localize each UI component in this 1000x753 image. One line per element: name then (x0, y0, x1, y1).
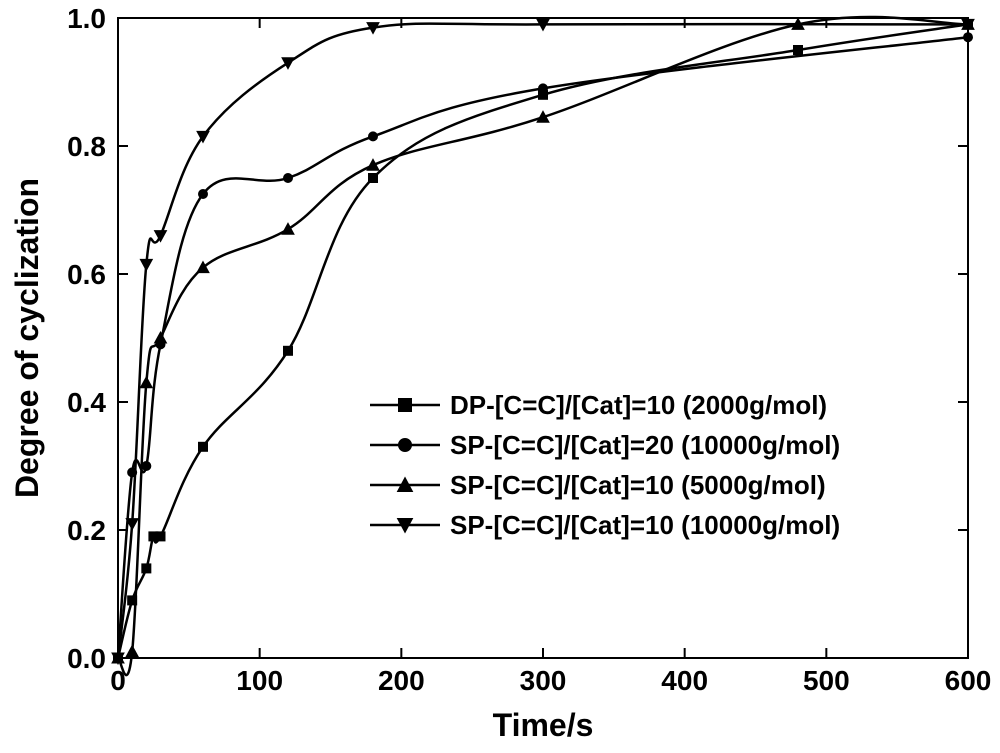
y-tick-label: 0.2 (67, 515, 106, 546)
y-tick-label: 0.8 (67, 131, 106, 162)
legend-label: SP-[C=C]/[Cat]=20 (10000g/mol) (450, 430, 840, 460)
marker-dp10-2000 (284, 346, 293, 355)
x-axis-title: Time/s (493, 707, 594, 743)
marker-sp10-10000 (140, 259, 152, 270)
x-tick-label: 200 (378, 665, 425, 696)
marker-sp20-10000 (964, 33, 973, 42)
legend-marker (399, 399, 412, 412)
marker-dp10-2000 (199, 442, 208, 451)
legend-label: SP-[C=C]/[Cat]=10 (10000g/mol) (450, 510, 840, 540)
marker-dp10-2000 (794, 46, 803, 55)
marker-sp10-10000 (155, 231, 167, 242)
marker-sp10-10000 (282, 58, 294, 69)
y-tick-label: 1.0 (67, 3, 106, 34)
series-line-sp20-10000 (118, 37, 968, 658)
marker-dp10-2000 (156, 532, 165, 541)
x-tick-label: 600 (945, 665, 992, 696)
legend-label: SP-[C=C]/[Cat]=10 (5000g/mol) (450, 470, 826, 500)
y-tick-label: 0.6 (67, 259, 106, 290)
legend-label: DP-[C=C]/[Cat]=10 (2000g/mol) (450, 390, 827, 420)
x-tick-label: 100 (236, 665, 283, 696)
marker-sp10-5000 (126, 646, 138, 657)
cyclization-chart: 01002003004005006000.00.20.40.60.81.0Tim… (0, 0, 1000, 753)
marker-sp20-10000 (142, 462, 151, 471)
y-tick-label: 0.0 (67, 643, 106, 674)
marker-sp10-5000 (155, 332, 167, 343)
y-tick-label: 0.4 (67, 387, 106, 418)
marker-sp20-10000 (199, 190, 208, 199)
marker-dp10-2000 (142, 564, 151, 573)
legend-marker (399, 439, 412, 452)
marker-sp20-10000 (369, 132, 378, 141)
marker-sp20-10000 (539, 84, 548, 93)
x-tick-label: 500 (803, 665, 850, 696)
chart-container: 01002003004005006000.00.20.40.60.81.0Tim… (0, 0, 1000, 753)
marker-dp10-2000 (369, 174, 378, 183)
x-tick-label: 400 (661, 665, 708, 696)
y-axis-title: Degree of cyclization (9, 178, 45, 498)
x-tick-label: 300 (520, 665, 567, 696)
series-sp10-5000 (112, 17, 974, 675)
marker-sp10-5000 (282, 223, 294, 234)
marker-sp20-10000 (284, 174, 293, 183)
marker-sp10-5000 (140, 377, 152, 388)
legend: DP-[C=C]/[Cat]=10 (2000g/mol) SP-[C=C]/[C… (370, 390, 840, 540)
series-sp20-10000 (114, 33, 973, 663)
